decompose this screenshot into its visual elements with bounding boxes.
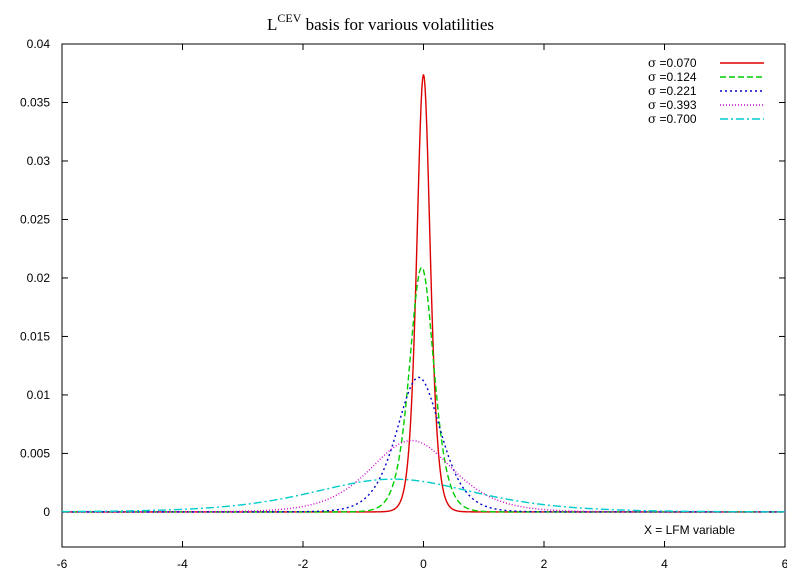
x-axis-label: X = LFM variable — [644, 523, 735, 537]
y-tick-label: 0.02 — [27, 271, 51, 285]
y-tick-label: 0.015 — [20, 329, 50, 343]
x-tick-label: 4 — [661, 557, 668, 571]
series-line — [62, 439, 785, 513]
x-tick-label: 0 — [420, 557, 427, 571]
axis-tick-labels: 0 0.005 0.01 0.015 0.02 0.025 0.03 0.035 0.04 -6 -… — [20, 37, 787, 571]
y-tick-label: 0 — [43, 505, 50, 519]
legend-value: =0.393 — [656, 98, 697, 112]
y-tick-label: 0.03 — [27, 154, 51, 168]
series-line — [62, 376, 785, 513]
legend-value: =0.070 — [656, 56, 697, 70]
legend-label: σ =0.124 — [648, 70, 697, 84]
chart-title-main: L — [267, 15, 277, 34]
legend-label: σ =0.393 — [648, 98, 697, 112]
series-line — [61, 478, 785, 513]
legend-value: =0.221 — [656, 84, 697, 98]
legend-sigma-symbol: σ — [648, 98, 656, 112]
x-tick-label: -6 — [57, 557, 68, 571]
series-line — [62, 266, 785, 513]
series-line — [62, 74, 785, 513]
legend-label: σ =0.700 — [648, 112, 697, 126]
chart-title-superscript: CEV — [277, 11, 301, 25]
legend-sigma-symbol: σ — [648, 84, 656, 98]
series-curves — [61, 74, 785, 513]
axis-ticks — [61, 43, 786, 547]
legend-sigma-symbol: σ — [648, 56, 656, 70]
legend-value: =0.124 — [656, 70, 697, 84]
legend-sigma-symbol: σ — [648, 112, 656, 126]
legend-value: =0.700 — [656, 112, 697, 126]
y-tick-label: 0.04 — [27, 37, 51, 51]
y-tick-label: 0.01 — [27, 388, 51, 402]
y-tick-label: 0.035 — [20, 95, 50, 109]
x-tick-label: 2 — [541, 557, 548, 571]
chart-title-rest: basis for various volatilities — [301, 15, 494, 34]
x-tick-label: -4 — [177, 557, 188, 571]
x-tick-label: -2 — [298, 557, 309, 571]
y-tick-label: 0.025 — [20, 212, 50, 226]
chart-title: LCEV basis for various volatilities — [267, 11, 494, 34]
y-tick-label: 0.005 — [20, 446, 50, 460]
x-tick-label: 6 — [782, 557, 787, 571]
legend-label: σ =0.070 — [648, 56, 697, 70]
legend-label: σ =0.221 — [648, 84, 697, 98]
legend-sigma-symbol: σ — [648, 70, 656, 84]
